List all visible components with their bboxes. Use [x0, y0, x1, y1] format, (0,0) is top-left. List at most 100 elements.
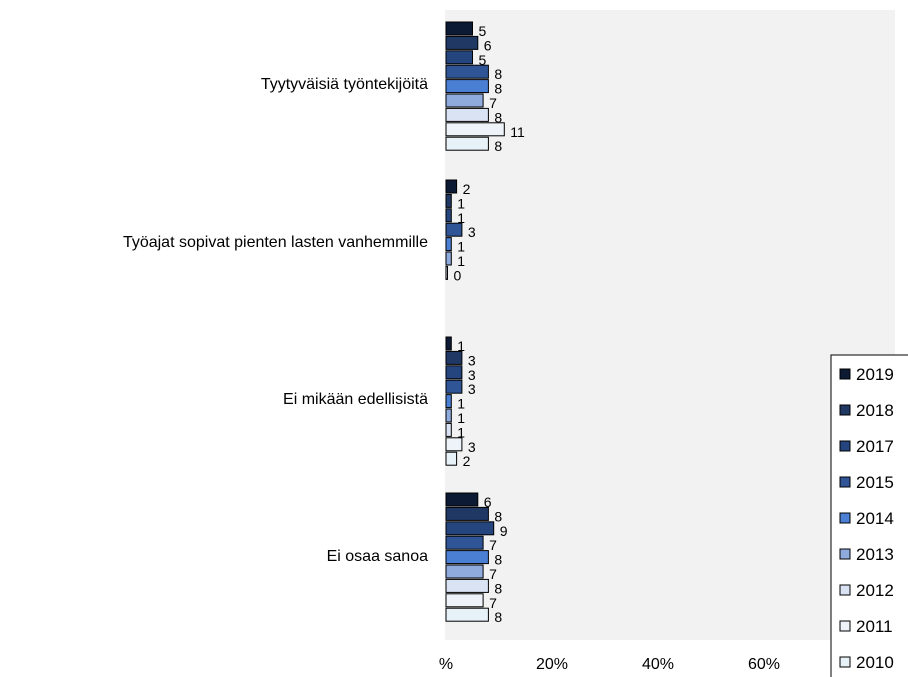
- bar-2014: [445, 550, 489, 565]
- category-labels: Tyytyväisiä työntekijöitä Työajat sopivat…: [123, 76, 428, 565]
- data-label: 8: [494, 552, 502, 568]
- x-tick-label: 60%: [748, 656, 780, 673]
- legend: 2019 2018 2017 2015 2014 2013 2012 2011 2010: [830, 354, 908, 677]
- bar-2017: [445, 365, 463, 380]
- bar-2013: [445, 93, 484, 108]
- bar-2017: [445, 521, 495, 536]
- bar-2012: [445, 107, 489, 122]
- bars: [445, 21, 505, 622]
- category-label: Tyytyväisiä työntekijöitä: [261, 76, 428, 93]
- bar-2019: [445, 21, 473, 36]
- bar-2011: [445, 122, 505, 137]
- legend-swatch: [839, 440, 851, 452]
- x-tick-label: %: [439, 656, 453, 673]
- legend-label: 2013: [856, 545, 894, 564]
- legend-label: 2014: [856, 509, 894, 528]
- bar-2010: [445, 607, 489, 622]
- legend-label: 2019: [856, 365, 894, 384]
- legend-swatch: [839, 476, 851, 488]
- data-label: 7: [489, 566, 497, 582]
- data-label: 3: [468, 224, 476, 240]
- bar-2011: [445, 593, 484, 608]
- bar-2012: [445, 422, 452, 437]
- legend-label: 2011: [856, 617, 893, 636]
- bar-2018: [445, 35, 479, 50]
- plot-area: [445, 10, 895, 640]
- data-label: 2: [463, 181, 471, 197]
- bar-2015: [445, 222, 463, 237]
- bar-2014: [445, 394, 452, 409]
- bar-2019: [445, 492, 479, 507]
- legend-swatch: [839, 656, 851, 668]
- data-label: 2: [463, 453, 471, 469]
- data-label: 5: [479, 52, 487, 68]
- bar-2015: [445, 64, 489, 79]
- legend-label: 2018: [856, 401, 894, 420]
- data-label: 8: [494, 81, 502, 97]
- bar-2019: [445, 336, 452, 351]
- data-label: 8: [494, 580, 502, 596]
- legend-swatch: [839, 584, 851, 596]
- bar-2010: [445, 136, 489, 151]
- bar-2015: [445, 535, 484, 550]
- data-label: 11: [510, 124, 525, 140]
- legend-label: 2017: [856, 437, 894, 456]
- x-axis-ticks: % 20% 40% 60%: [439, 656, 780, 673]
- bar-2017: [445, 50, 473, 65]
- bar-2017: [445, 208, 452, 223]
- data-label: 3: [468, 352, 476, 368]
- bar-2013: [445, 408, 452, 423]
- data-label: 1: [457, 424, 465, 440]
- data-label: 0: [454, 267, 462, 283]
- data-label: 8: [494, 138, 502, 154]
- category-label: Ei mikään edellisistä: [283, 391, 428, 408]
- data-label: 1: [457, 239, 465, 255]
- data-label: 8: [494, 66, 502, 82]
- legend-swatch: [839, 548, 851, 560]
- legend-swatch: [839, 512, 851, 524]
- data-label: 8: [494, 609, 502, 625]
- data-label: 5: [479, 23, 487, 39]
- bar-2013: [445, 251, 452, 266]
- legend-label: 2012: [856, 581, 894, 600]
- category-label: Työajat sopivat pienten lasten vanhemmil…: [123, 234, 428, 251]
- bar-2012: [445, 578, 489, 593]
- bar-2015: [445, 379, 463, 394]
- data-label: 3: [468, 439, 476, 455]
- data-label: 1: [457, 195, 465, 211]
- data-label: 9: [500, 523, 508, 539]
- bar-2010: [445, 451, 458, 466]
- data-label: 1: [457, 338, 465, 354]
- data-label: 8: [494, 508, 502, 524]
- data-label: 1: [457, 410, 465, 426]
- bar-2019: [445, 179, 458, 194]
- data-label: 1: [457, 396, 465, 412]
- legend-swatch: [839, 620, 851, 632]
- data-label: 7: [489, 95, 497, 111]
- bar-2018: [445, 193, 452, 208]
- data-label: 8: [494, 109, 502, 125]
- bar-2012: [445, 265, 448, 280]
- x-tick-label: 40%: [642, 656, 674, 673]
- data-label: 1: [457, 253, 465, 269]
- bar-2018: [445, 506, 489, 521]
- bar-2014: [445, 237, 452, 252]
- bar-2018: [445, 350, 463, 365]
- legend-swatch: [839, 404, 851, 416]
- data-label: 7: [489, 537, 497, 553]
- data-label: 6: [484, 37, 492, 53]
- category-label: Ei osaa sanoa: [327, 548, 429, 565]
- data-label: 3: [468, 381, 476, 397]
- bar-2011: [445, 437, 463, 452]
- legend-label: 2010: [856, 653, 894, 672]
- data-label: 6: [484, 494, 492, 510]
- data-label: 3: [468, 367, 476, 383]
- bar-2014: [445, 79, 489, 94]
- x-tick-label: 20%: [536, 656, 568, 673]
- bar-2013: [445, 564, 484, 579]
- data-label: 1: [457, 210, 465, 226]
- legend-label: 2015: [856, 473, 894, 492]
- legend-swatch: [839, 368, 851, 380]
